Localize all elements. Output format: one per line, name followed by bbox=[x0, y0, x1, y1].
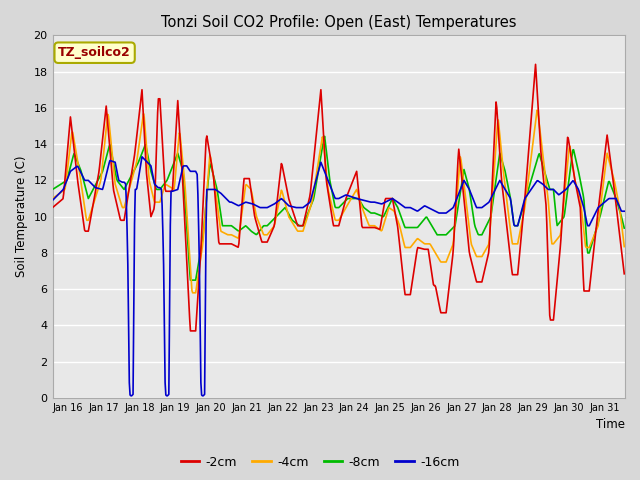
Y-axis label: Soil Temperature (C): Soil Temperature (C) bbox=[15, 156, 28, 277]
Text: TZ_soilco2: TZ_soilco2 bbox=[58, 46, 131, 59]
X-axis label: Time: Time bbox=[596, 419, 625, 432]
Legend: -2cm, -4cm, -8cm, -16cm: -2cm, -4cm, -8cm, -16cm bbox=[175, 451, 465, 474]
Title: Tonzi Soil CO2 Profile: Open (East) Temperatures: Tonzi Soil CO2 Profile: Open (East) Temp… bbox=[161, 15, 516, 30]
